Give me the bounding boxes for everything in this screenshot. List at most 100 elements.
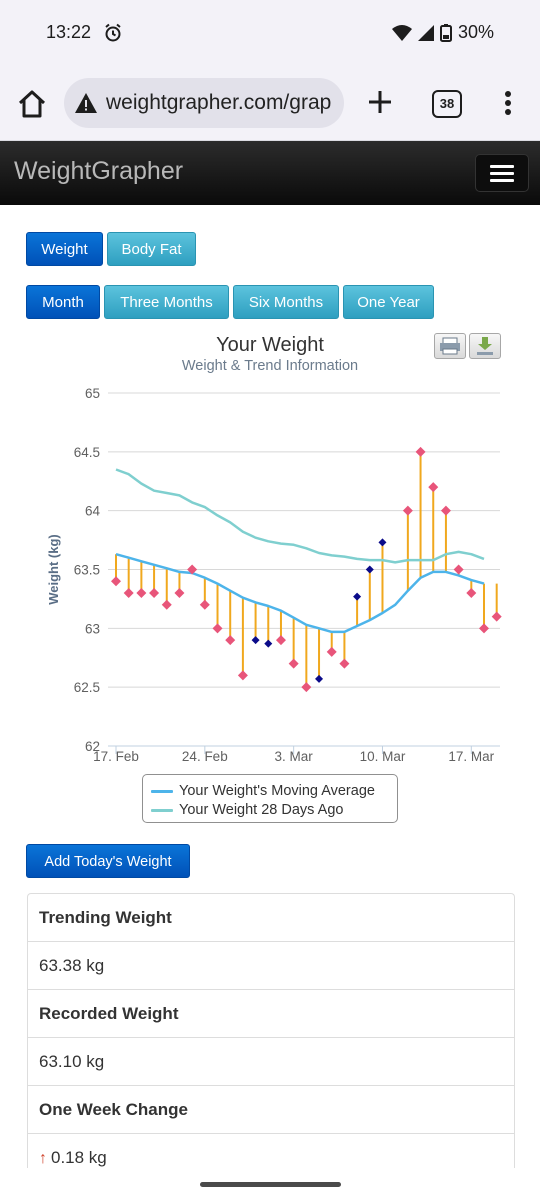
weight-point-navy — [251, 636, 260, 645]
weight-point-pink — [491, 611, 502, 622]
y-tick-label: 63.5 — [74, 563, 100, 578]
weight-point-pink — [123, 588, 134, 599]
month-range-button[interactable]: Month — [26, 285, 100, 319]
y-tick-label: 62.5 — [74, 680, 100, 695]
menu-bar-icon — [490, 172, 514, 175]
status-right: 30% — [391, 22, 494, 43]
home-indicator — [200, 1182, 341, 1187]
weight-point-navy — [378, 538, 387, 547]
arrow-up-icon: ↑ — [39, 1150, 47, 1167]
legend-swatch — [151, 808, 173, 812]
more-options-icon[interactable] — [496, 88, 520, 118]
battery-level: 30% — [457, 22, 494, 42]
weight-point-pink — [149, 588, 160, 599]
wifi-icon — [391, 24, 412, 41]
url-text[interactable]: weightgrapher.com/grap — [106, 91, 332, 114]
browser-toolbar: weightgrapher.com/grap 38 — [0, 66, 540, 141]
legend-label: Your Weight 28 Days Ago — [179, 802, 344, 818]
weight-point-pink — [440, 505, 451, 516]
weight-point-pink — [453, 564, 464, 575]
chart-legend: Your Weight's Moving Average Your Weight… — [142, 774, 398, 823]
one-week-change-amount: 0.18 kg — [51, 1148, 107, 1167]
battery-icon — [439, 23, 452, 42]
add-todays-weight-button[interactable]: Add Today's Weight — [26, 844, 190, 878]
x-tick-label: 17. Feb — [93, 749, 139, 764]
menu-bar-icon — [490, 179, 514, 182]
one-year-range-button[interactable]: One Year — [343, 285, 434, 319]
trending-weight-label: Trending Weight — [39, 908, 172, 927]
recorded-weight-value: 63.10 kg — [39, 1052, 105, 1071]
weight-point-pink — [402, 505, 413, 516]
x-tick-label: 24. Feb — [182, 749, 228, 764]
weight-point-pink — [187, 564, 198, 575]
weight-28-days-ago-line — [115, 468, 485, 564]
y-tick-label: 64.5 — [74, 445, 100, 460]
hamburger-menu-button[interactable] — [475, 154, 529, 192]
weight-point-pink — [466, 588, 477, 599]
weight-chart: 62 62.5 63 63.5 64 64.5 65 Weight (kg) 17. Feb 24… — [46, 386, 502, 764]
print-chart-button[interactable] — [434, 333, 466, 359]
weight-point-pink — [301, 682, 312, 693]
weight-point-pink — [199, 599, 210, 610]
weight-point-pink — [136, 588, 147, 599]
tab-switcher-button[interactable]: 38 — [432, 90, 462, 118]
weight-point-pink — [174, 588, 185, 599]
stat-label-row: Recorded Weight — [28, 990, 514, 1038]
weight-point-pink — [428, 482, 439, 493]
chart-title: Your Weight — [216, 334, 324, 356]
home-icon[interactable] — [16, 88, 48, 120]
stat-value-row: ↑ 0.18 kg — [28, 1134, 514, 1168]
url-bar[interactable]: weightgrapher.com/grap — [64, 78, 344, 128]
three-months-range-button[interactable]: Three Months — [104, 285, 229, 319]
site-navbar: WeightGrapher — [0, 141, 540, 205]
weight-point-pink — [479, 623, 489, 634]
stat-value-row: 63.10 kg — [28, 1038, 514, 1086]
y-tick-label: 64 — [85, 504, 101, 519]
moving-average-line — [115, 552, 485, 634]
status-bar: 13:22 30% — [0, 0, 540, 66]
download-chart-button[interactable] — [469, 333, 501, 359]
alarm-icon — [105, 23, 121, 42]
chart-subtitle: Weight & Trend Information — [181, 358, 359, 374]
legend-swatch — [151, 789, 173, 793]
printer-icon — [440, 337, 460, 355]
y-tick-label: 62 — [85, 739, 100, 754]
weight-point-pink — [237, 670, 248, 681]
y-axis-label: Weight (kg) — [46, 534, 61, 605]
download-icon — [477, 337, 493, 355]
y-tick-label: 63 — [85, 621, 100, 636]
signal-icon — [417, 24, 434, 41]
stat-label-row: Trending Weight — [28, 894, 514, 942]
recorded-weight-label: Recorded Weight — [39, 1004, 179, 1023]
six-months-range-button[interactable]: Six Months — [233, 285, 339, 319]
trending-weight-value: 63.38 kg — [39, 956, 105, 975]
weight-point-pink — [288, 658, 299, 669]
warning-icon[interactable] — [74, 92, 98, 114]
legend-item-28-days-ago[interactable]: Your Weight 28 Days Ago — [151, 802, 343, 818]
weight-point-pink — [161, 599, 172, 610]
weight-point-navy — [264, 639, 273, 648]
weight-toggle-button[interactable]: Weight — [26, 232, 103, 266]
weight-point-pink — [415, 446, 426, 457]
body-fat-toggle-button[interactable]: Body Fat — [107, 232, 196, 266]
x-tick-label: 17. Mar — [448, 749, 494, 764]
x-tick-label: 10. Mar — [360, 749, 406, 764]
stat-value-row: 63.38 kg — [28, 942, 514, 990]
weight-point-pink — [111, 576, 121, 587]
stat-label-row: One Week Change — [28, 1086, 514, 1134]
weight-point-pink — [326, 646, 337, 657]
one-week-change-value: ↑ 0.18 kg — [39, 1148, 107, 1168]
legend-item-moving-average[interactable]: Your Weight's Moving Average — [151, 783, 375, 799]
brand-logo[interactable]: WeightGrapher — [14, 157, 184, 185]
status-time: 13:22 — [46, 22, 92, 42]
stats-table: Trending Weight 63.38 kg Recorded Weight… — [27, 893, 515, 1168]
new-tab-icon[interactable] — [366, 88, 394, 116]
weight-point-navy — [353, 592, 362, 601]
y-tick-label: 65 — [85, 386, 100, 401]
menu-bar-icon — [490, 165, 514, 168]
x-tick-label: 3. Mar — [275, 749, 314, 764]
weight-point-navy — [315, 674, 324, 683]
weight-point-pink — [212, 623, 223, 634]
weight-point-navy — [365, 565, 374, 574]
weight-point-pink — [275, 635, 286, 646]
